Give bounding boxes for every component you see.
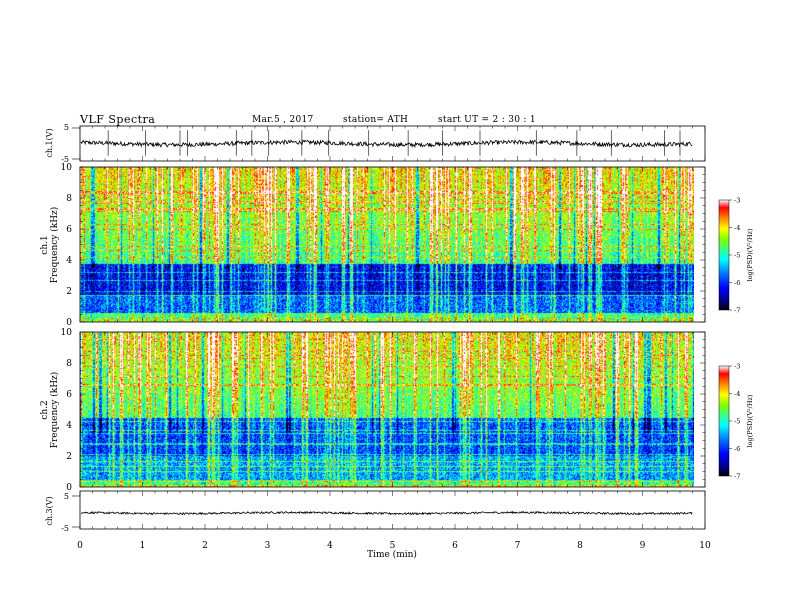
ch2-spectrogram-image [80, 332, 694, 487]
ch1-frequency-ticks: 0 2 4 6 8 10 [61, 163, 705, 328]
ch3-ytick-neg5: -5 [61, 524, 69, 533]
colorbar-tick-label: -4 [734, 390, 740, 398]
time-axis-label: Time (min) [367, 549, 417, 560]
freq-tick-label: 4 [66, 421, 72, 431]
ch1-spectrogram-frame [79, 166, 706, 323]
freq-tick-label: 4 [66, 256, 72, 266]
time-axis: 0 1 2 3 4 5 6 7 8 9 10 [77, 541, 711, 551]
colorbar-tick-label: -4 [734, 224, 740, 232]
ch1-colorbar-gradient [718, 199, 730, 311]
ch2-colorbar-label: log(PSD)(V²/Hz) [746, 394, 754, 447]
ch1-waveform-panel: 5 -5 ch.1(V) [45, 123, 706, 164]
freq-tick-label: 0 [66, 483, 72, 493]
ch2-spectrogram-panel: 0 2 4 6 8 10 ch.2 Frequency (kHz) [40, 328, 706, 493]
ch3-ytick-5: 5 [64, 492, 69, 501]
freq-tick-label: 6 [66, 225, 72, 235]
ch1-colorbar: -3 -4 -5 -6 -7 log(PSD)(V²/Hz) [718, 197, 754, 315]
ch3-ylabel: ch.3(V) [45, 496, 54, 525]
colorbar-tick-label: -6 [734, 279, 740, 287]
freq-tick-label: 6 [66, 390, 72, 400]
colorbar-tick-label: -3 [734, 197, 740, 205]
waveform-line [80, 139, 693, 149]
ch2-colorbar-gradient [718, 365, 730, 477]
time-tick-label: 5 [390, 541, 396, 551]
ch2-frequency-ticks: 0 2 4 6 8 10 [61, 328, 705, 493]
freq-tick-label: 2 [66, 452, 72, 462]
freq-tick-label: 2 [66, 287, 72, 297]
ch2-spectrogram-time-ticks [79, 332, 706, 487]
ch1-spectrogram-image [80, 167, 694, 322]
ch1-spectrogram-ylabel-channel: ch.1 [40, 235, 50, 254]
ch2-spectrogram-frame [79, 331, 706, 488]
ch1-ylabel: ch.1(V) [45, 128, 54, 157]
colorbar-tick-label: -3 [734, 363, 740, 371]
time-tick-label: 8 [577, 541, 583, 551]
time-tick-label: 7 [515, 541, 521, 551]
time-tick-label: 3 [265, 541, 271, 551]
freq-tick-label: 10 [61, 328, 73, 338]
ch3-time-ticks [79, 491, 706, 529]
freq-tick-label: 8 [66, 194, 72, 204]
time-tick-label: 1 [140, 541, 146, 551]
ch3-waveform-frame [79, 490, 706, 530]
ch1-colorbar-ticks: -3 -4 -5 -6 -7 [729, 197, 740, 315]
date-label: Mar.5 , 2017 [252, 115, 314, 125]
time-tick-label: 9 [640, 541, 646, 551]
ch3-waveform-panel: 5 -5 ch.3(V) [45, 490, 706, 533]
colorbar-tick-label: -5 [734, 252, 740, 260]
ch1-spectrogram-time-ticks [79, 167, 706, 322]
ch2-spectrogram-ylabel-channel: ch.2 [40, 400, 50, 419]
colorbar-tick-label: -7 [734, 307, 740, 315]
figure-title: VLF Spectra [80, 113, 156, 126]
colorbar-tick-label: -5 [734, 418, 740, 426]
waveform-line [80, 510, 693, 516]
colorbar-tick-label: -7 [734, 473, 740, 481]
station-label: station= ATH [343, 115, 409, 125]
ch2-colorbar-ticks: -3 -4 -5 -6 -7 [729, 363, 740, 481]
ch1-spectrogram-ylabel: Frequency (kHz) [49, 207, 60, 284]
time-tick-label: 10 [699, 541, 711, 551]
ch1-ytick-neg5: -5 [61, 155, 69, 164]
ch2-spectrogram-ylabel: Frequency (kHz) [49, 372, 60, 449]
ch1-time-ticks [79, 126, 706, 161]
start-time-label: start UT = 2 : 30 : 1 [438, 115, 536, 125]
ch1-waveform-trace [80, 130, 693, 156]
time-tick-label: 0 [77, 541, 83, 551]
time-tick-label: 6 [452, 541, 458, 551]
ch2-colorbar: -3 -4 -5 -6 -7 log(PSD)(V²/Hz) [718, 363, 754, 481]
ch1-colorbar-label: log(PSD)(V²/Hz) [746, 228, 754, 281]
time-tick-label: 4 [327, 541, 333, 551]
freq-tick-label: 8 [66, 359, 72, 369]
freq-tick-label: 0 [66, 318, 72, 328]
ch1-ytick-5: 5 [64, 123, 69, 132]
colorbar-tick-label: -6 [734, 445, 740, 453]
freq-tick-label: 10 [61, 163, 73, 173]
time-tick-label: 2 [202, 541, 208, 551]
ch3-waveform-trace [80, 510, 693, 516]
ch1-spectrogram-panel: 0 2 4 6 8 10 ch.1 Frequency (kHz) [40, 163, 706, 328]
